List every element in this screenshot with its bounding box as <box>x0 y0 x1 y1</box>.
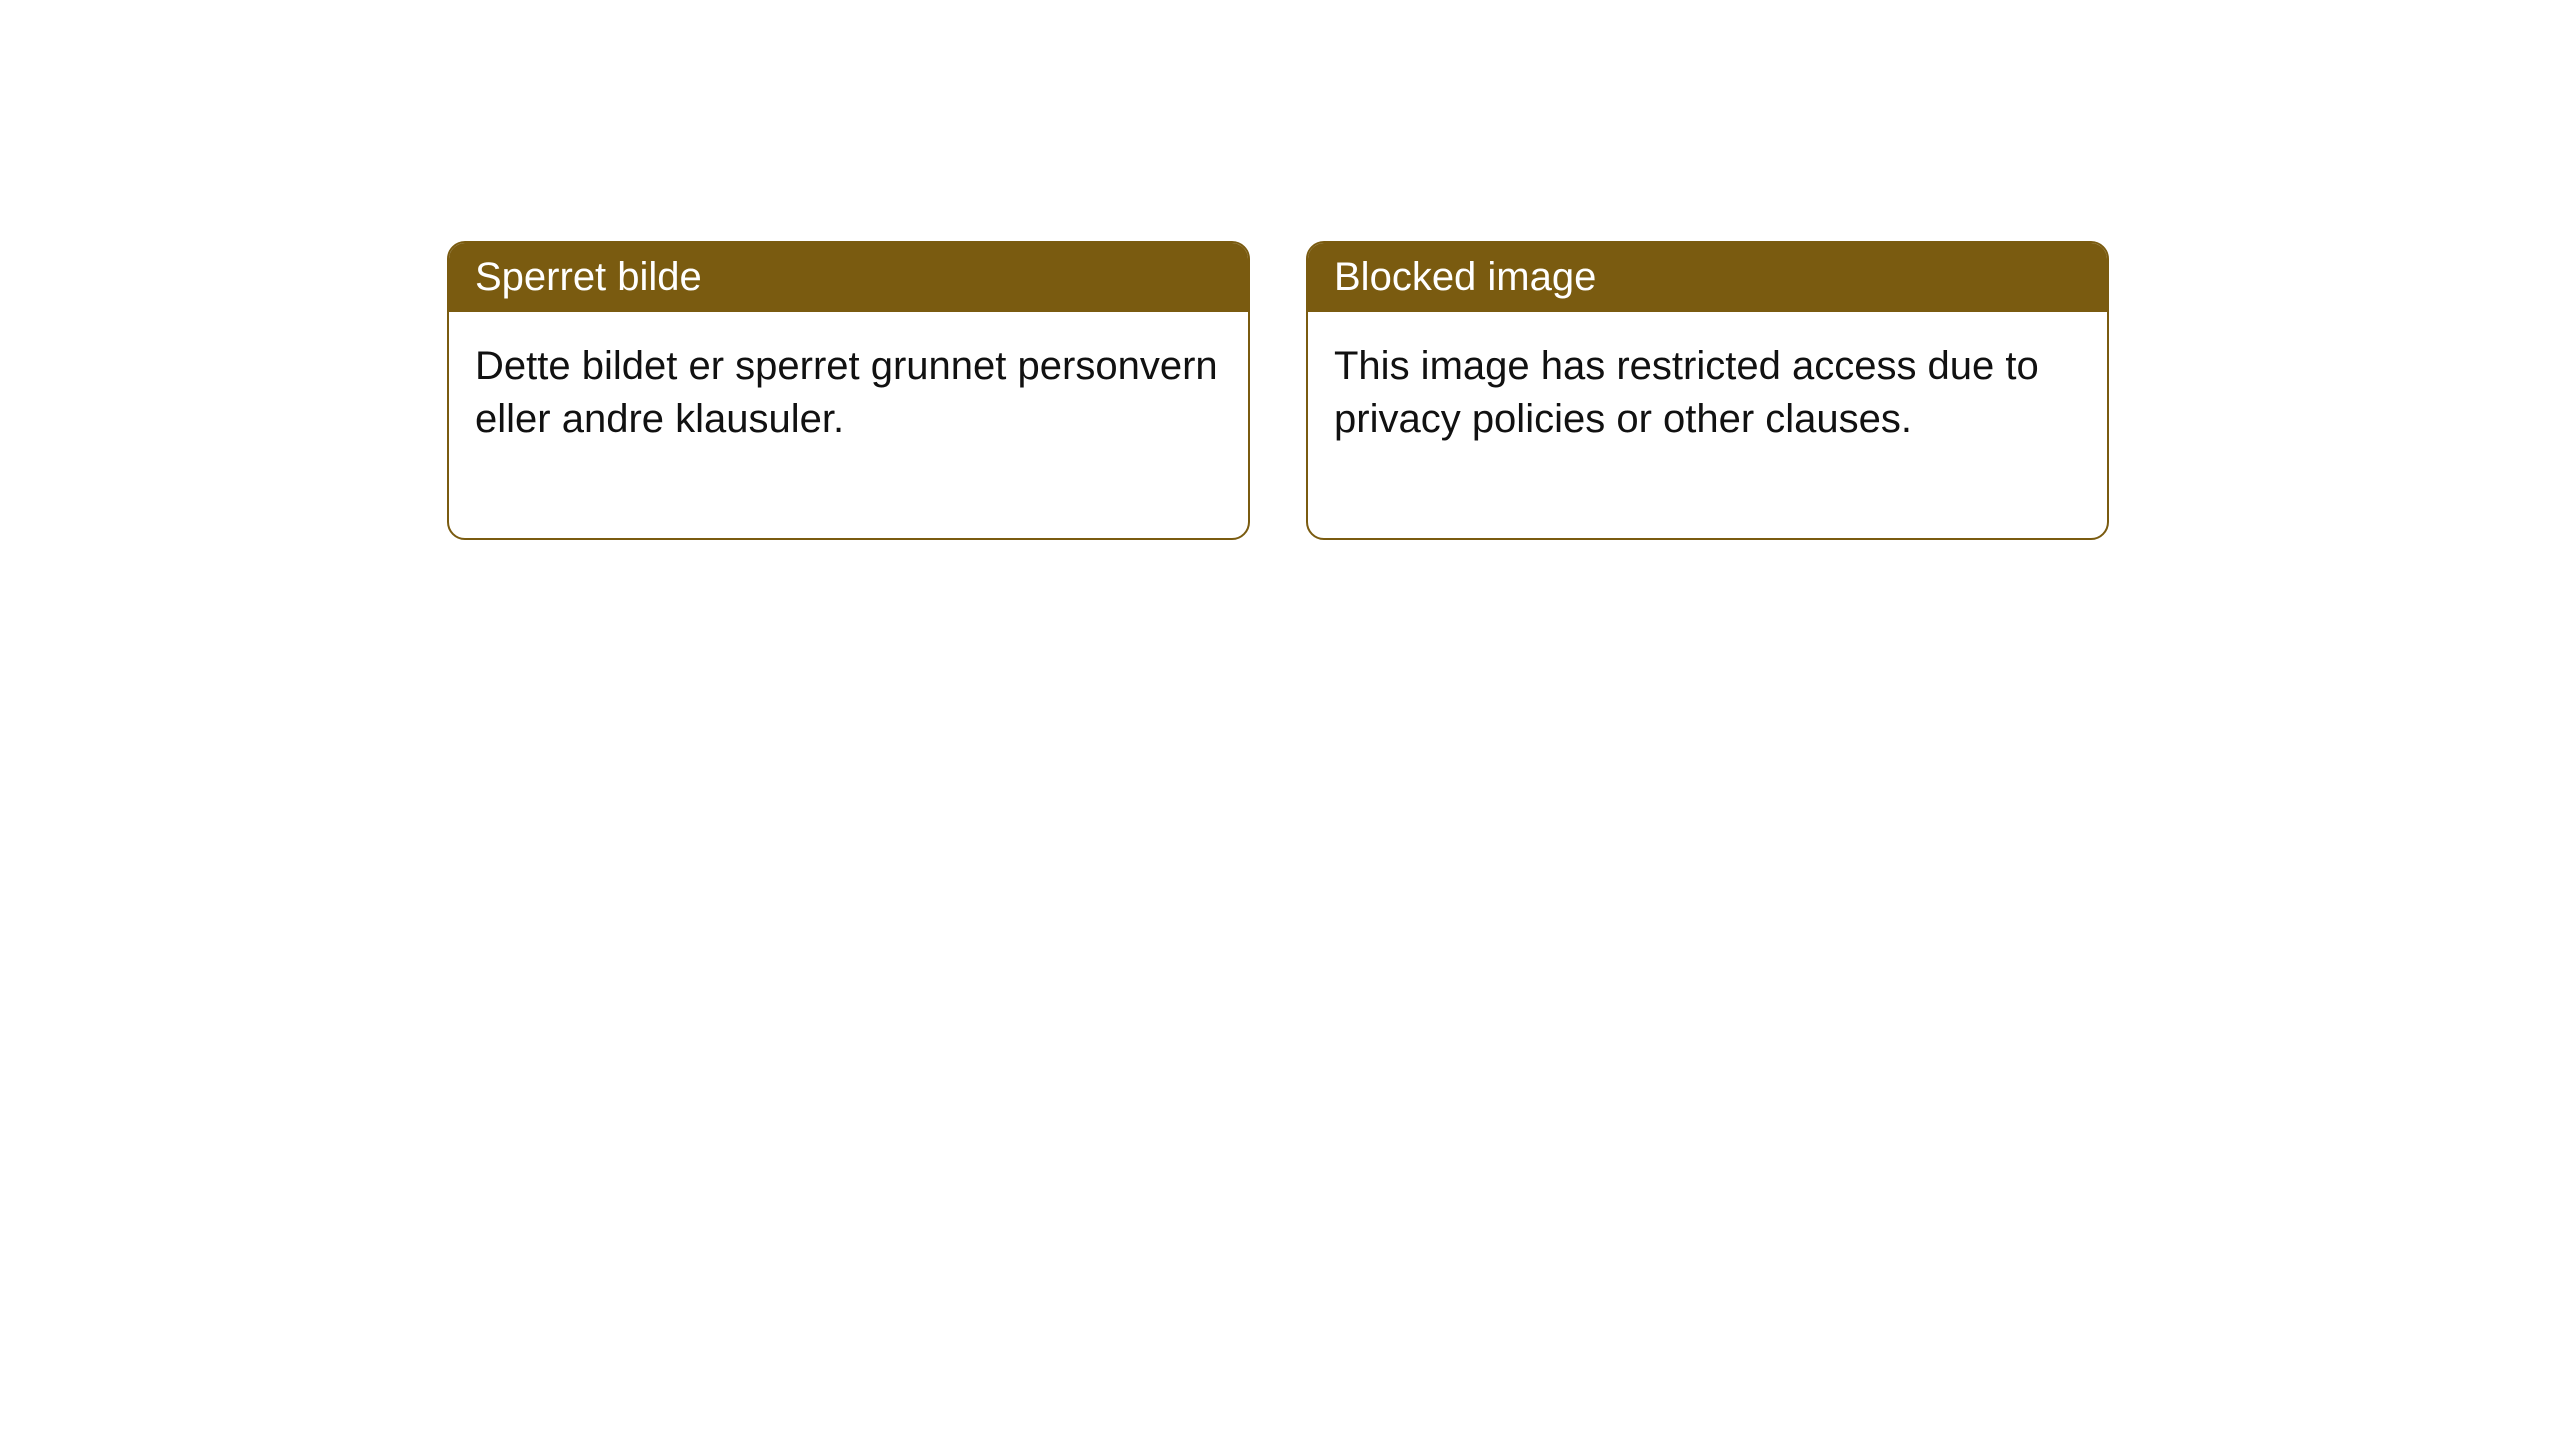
notice-body-text: This image has restricted access due to … <box>1334 344 2039 441</box>
notice-body-text: Dette bildet er sperret grunnet personve… <box>475 344 1218 441</box>
notice-card-english: Blocked image This image has restricted … <box>1306 241 2109 540</box>
notice-card-body: This image has restricted access due to … <box>1308 312 2107 538</box>
notice-card-norwegian: Sperret bilde Dette bildet er sperret gr… <box>447 241 1250 540</box>
notice-card-header: Sperret bilde <box>449 243 1248 312</box>
notice-card-body: Dette bildet er sperret grunnet personve… <box>449 312 1248 538</box>
notice-card-header: Blocked image <box>1308 243 2107 312</box>
notice-title: Sperret bilde <box>475 255 702 299</box>
notice-title: Blocked image <box>1334 255 1596 299</box>
notice-cards-row: Sperret bilde Dette bildet er sperret gr… <box>447 241 2109 540</box>
